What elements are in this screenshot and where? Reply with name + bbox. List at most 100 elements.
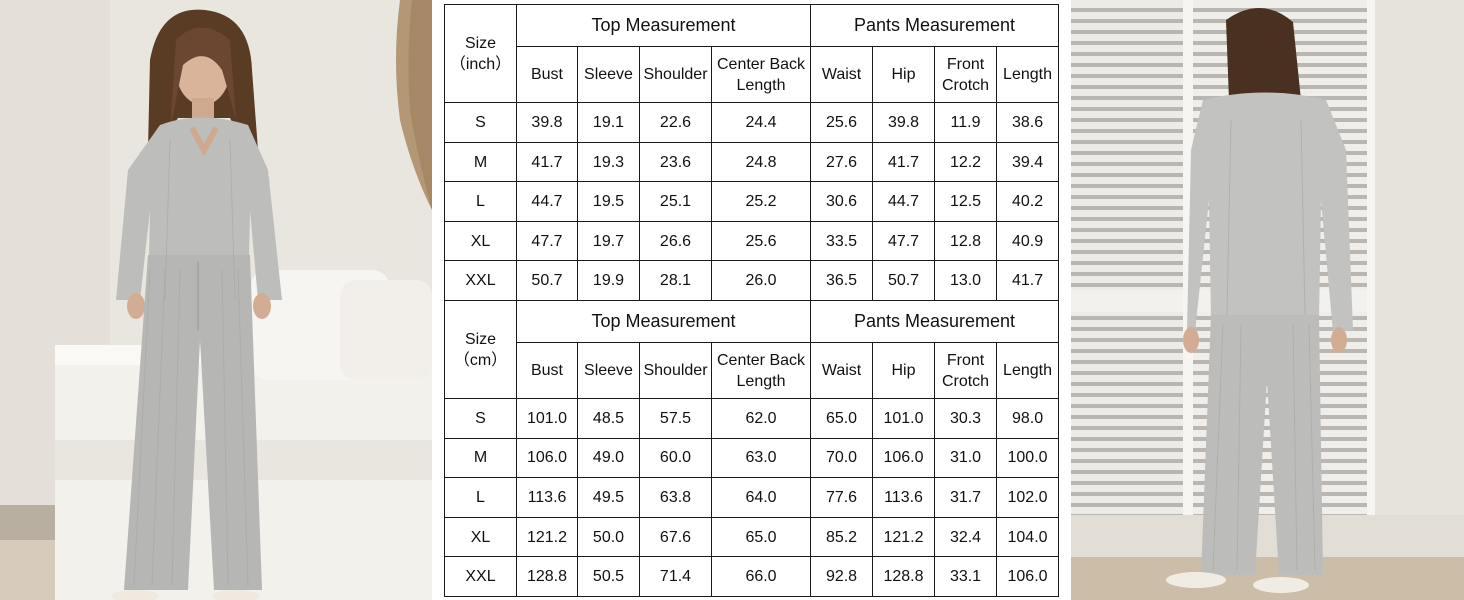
shutter-slat xyxy=(1071,448,1189,452)
value-cell-length: 102.0 xyxy=(996,477,1060,518)
value-cell-center-back-length: 63.0 xyxy=(710,437,812,479)
value-cell-front-crotch: 11.9 xyxy=(934,102,998,143)
top-measurement-header: Top Measurement xyxy=(515,299,812,344)
value-cell-shoulder: 23.6 xyxy=(639,141,712,183)
cm-column-header-row: Bust Sleeve Shoulder Center Back Length … xyxy=(445,342,1060,400)
value-cell-sleeve: 19.1 xyxy=(577,102,640,143)
shutter-slat xyxy=(1071,129,1189,133)
value-cell-hip: 41.7 xyxy=(872,141,936,183)
shutter-slat xyxy=(1071,261,1189,265)
size-cell: S xyxy=(444,398,517,439)
value-cell-bust: 121.2 xyxy=(516,516,578,558)
value-cell-length: 40.9 xyxy=(996,220,1060,262)
size-cell: XXL xyxy=(444,260,517,301)
back-view-illustration xyxy=(1071,0,1464,600)
value-cell-sleeve: 48.5 xyxy=(577,398,640,439)
shutter-slat xyxy=(1071,426,1189,430)
value-cell-shoulder: 25.1 xyxy=(639,181,712,222)
value-cell-sleeve: 19.9 xyxy=(577,260,640,301)
shutter-slat xyxy=(1193,8,1367,12)
shutter-slat xyxy=(1071,327,1189,331)
front-view-illustration xyxy=(0,0,432,600)
shutter-slat xyxy=(1071,470,1189,474)
value-cell-length: 100.0 xyxy=(996,437,1060,479)
shutter-slat xyxy=(1071,118,1189,122)
value-cell-front-crotch: 12.5 xyxy=(934,181,998,222)
value-cell-bust: 50.7 xyxy=(516,260,578,301)
value-cell-front-crotch: 31.7 xyxy=(934,477,998,518)
value-cell-front-crotch: 30.3 xyxy=(934,398,998,439)
shutter-slat xyxy=(1071,283,1189,287)
shutter-slat xyxy=(1071,85,1189,89)
shutter-slat xyxy=(1071,96,1189,100)
value-cell-hip: 106.0 xyxy=(872,437,936,479)
shutter-slat xyxy=(1071,338,1189,342)
size-cell: L xyxy=(444,181,517,222)
value-cell-shoulder: 60.0 xyxy=(639,437,712,479)
value-cell-sleeve: 50.0 xyxy=(577,516,640,558)
value-cell-sleeve: 50.5 xyxy=(577,556,640,597)
size-cell: M xyxy=(444,141,517,183)
value-cell-center-back-length: 24.4 xyxy=(710,102,812,143)
product-photo-back xyxy=(1071,0,1464,600)
value-cell-front-crotch: 32.4 xyxy=(934,516,998,558)
shutter-slat xyxy=(1071,107,1189,111)
value-cell-waist: 27.6 xyxy=(810,141,874,183)
value-cell-front-crotch: 12.8 xyxy=(934,220,998,262)
inch-size-header-cell: Size （inch） xyxy=(444,3,517,104)
shutter-slat xyxy=(1071,52,1189,56)
size-row-s: S 39.8 19.1 22.6 24.4 25.6 39.8 11.9 38.6 xyxy=(444,102,1060,143)
shutter-slat xyxy=(1071,30,1189,34)
column-header-sleeve: Sleeve xyxy=(577,46,640,104)
value-cell-waist: 70.0 xyxy=(810,437,874,479)
value-cell-sleeve: 49.5 xyxy=(577,477,640,518)
top-measurement-header: Top Measurement xyxy=(515,3,812,48)
shutter-slat xyxy=(1071,63,1189,67)
inch-column-header-row: Bust Sleeve Shoulder Center Back Length … xyxy=(445,46,1060,104)
value-cell-bust: 101.0 xyxy=(516,398,578,439)
size-row-xxl: XXL 50.7 19.9 28.1 26.0 36.5 50.7 13.0 41.7 xyxy=(444,260,1060,301)
column-header-bust: Bust xyxy=(516,342,578,400)
shutter-slat xyxy=(1071,140,1189,144)
shutter-slat xyxy=(1071,382,1189,386)
shutter-slat xyxy=(1071,206,1189,210)
value-cell-length: 40.2 xyxy=(996,181,1060,222)
shutter-slat xyxy=(1071,19,1189,23)
value-cell-center-back-length: 64.0 xyxy=(710,477,812,518)
value-cell-bust: 44.7 xyxy=(516,181,578,222)
column-header-sleeve: Sleeve xyxy=(577,342,640,400)
unit-label-inch: （inch） xyxy=(449,55,512,73)
value-cell-center-back-length: 65.0 xyxy=(710,516,812,558)
value-cell-bust: 113.6 xyxy=(516,477,578,518)
value-cell-length: 39.4 xyxy=(996,141,1060,183)
pants-measurement-header: Pants Measurement xyxy=(810,299,1060,344)
size-cell: XL xyxy=(444,220,517,262)
column-header-bust: Bust xyxy=(516,46,578,104)
value-cell-shoulder: 57.5 xyxy=(639,398,712,439)
value-cell-length: 41.7 xyxy=(996,260,1060,301)
value-cell-sleeve: 19.5 xyxy=(577,181,640,222)
value-cell-length: 104.0 xyxy=(996,516,1060,558)
value-cell-waist: 36.5 xyxy=(810,260,874,301)
shutter-slat xyxy=(1071,151,1189,155)
column-header-hip: Hip xyxy=(872,46,936,104)
cm-table-body: S 101.0 48.5 57.5 62.0 65.0 101.0 30.3 98.0 M 106.… xyxy=(444,398,1060,597)
size-row-s: S 101.0 48.5 57.5 62.0 65.0 101.0 30.3 98.0 xyxy=(444,398,1060,439)
value-cell-shoulder: 71.4 xyxy=(639,556,712,597)
size-row-xxl: XXL 128.8 50.5 71.4 66.0 92.8 128.8 33.1 106.0 xyxy=(444,556,1060,597)
value-cell-bust: 41.7 xyxy=(516,141,578,183)
value-cell-waist: 33.5 xyxy=(810,220,874,262)
value-cell-center-back-length: 66.0 xyxy=(710,556,812,597)
inch-table-body: S 39.8 19.1 22.6 24.4 25.6 39.8 11.9 38.6 M 41.7 19… xyxy=(444,102,1060,301)
shutter-slat xyxy=(1071,349,1189,353)
column-header-length: Length xyxy=(996,46,1060,104)
value-cell-bust: 128.8 xyxy=(516,556,578,597)
value-cell-waist: 30.6 xyxy=(810,181,874,222)
value-cell-front-crotch: 13.0 xyxy=(934,260,998,301)
unit-label-cm: （cm） xyxy=(453,351,508,369)
value-cell-shoulder: 67.6 xyxy=(639,516,712,558)
size-row-xl: XL 121.2 50.0 67.6 65.0 85.2 121.2 32.4 104.0 xyxy=(444,516,1060,558)
column-header-waist: Waist xyxy=(810,46,874,104)
shutter-slat xyxy=(1071,481,1189,485)
value-cell-hip: 101.0 xyxy=(872,398,936,439)
